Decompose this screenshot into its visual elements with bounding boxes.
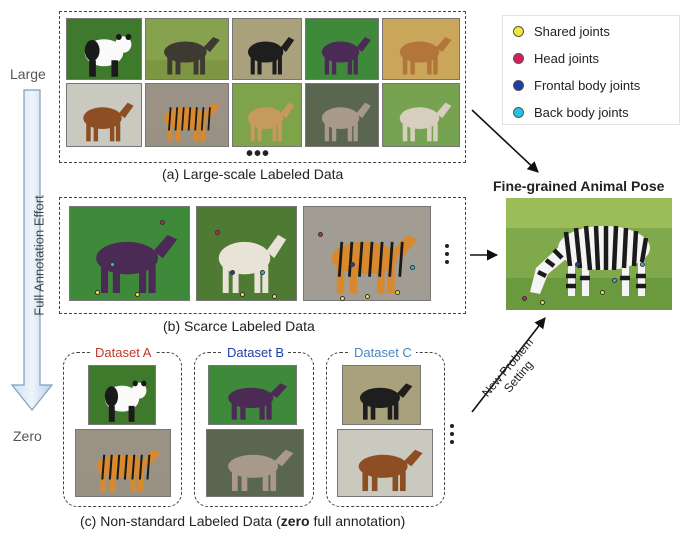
horse-image [66,83,142,147]
dataset-c-horse-image [337,429,433,497]
dog-labeled-image [69,206,190,301]
joint-marker [612,278,617,283]
legend-dot-back [513,107,524,118]
panel-c-ellipsis [450,424,456,448]
panel-a-frame [59,11,466,163]
zero-label: Zero [13,428,42,444]
arrow-a-to-target [471,109,539,173]
joint-marker [575,262,580,267]
joint-marker [640,262,645,267]
dataset-b-goat-image [206,429,304,497]
legend-dot-shared [513,26,524,37]
panel-a-caption: (a) Large-scale Labeled Data [162,166,344,182]
dataset-b-title: Dataset B [223,345,289,360]
joint-marker [540,300,545,305]
buffalo-image [145,18,229,80]
antelope-labeled-image [196,206,297,301]
dataset-b-dog-image [208,365,297,425]
antelope-image [232,83,302,147]
target-title: Fine-grained Animal Pose [493,178,665,194]
legend-dot-head [513,53,524,64]
joint-marker [150,258,155,263]
panel-c-caption: (c) Non-standard Labeled Data (zero full… [80,513,406,529]
joint-marker [135,292,140,297]
joint-marker [272,294,277,299]
goat-image [305,83,379,147]
legend-dot-frontal [513,80,524,91]
target-zebra-image [506,198,672,310]
joint-marker [240,292,245,297]
tiger-labeled-image [303,206,431,301]
dataset-c-title: Dataset C [350,345,416,360]
joint-marker [522,296,527,301]
dataset-a-title: Dataset A [91,345,156,360]
joint-marker [318,232,323,237]
joint-marker [365,294,370,299]
joint-marker [340,296,345,301]
sheep-image [382,83,460,147]
dog-image [305,18,379,80]
panel-b-ellipsis [445,244,451,268]
joint-marker [230,270,235,275]
panda-image [66,18,142,80]
panel-b-caption: (b) Scarce Labeled Data [163,318,315,334]
tiger-image [145,83,229,147]
joint-marker [215,230,220,235]
joint-marker [410,265,415,270]
joint-marker [160,220,165,225]
joint-marker [600,290,605,295]
joint-marker [110,262,115,267]
panel-b-frame [59,197,466,314]
arrow-c-to-target [471,317,546,413]
joint-marker [260,270,265,275]
joint-marker [395,290,400,295]
dataset-a-panda-image [88,365,156,425]
monkey-image [232,18,302,80]
joint-marker [350,262,355,267]
large-label: Large [10,66,46,82]
gazelle-image [382,18,460,80]
joint-marker [95,290,100,295]
dataset-a-tiger-image [75,429,171,497]
dataset-c-monkey-image [342,365,421,425]
joint-legend: Shared joints Head joints Frontal body j… [502,15,680,125]
